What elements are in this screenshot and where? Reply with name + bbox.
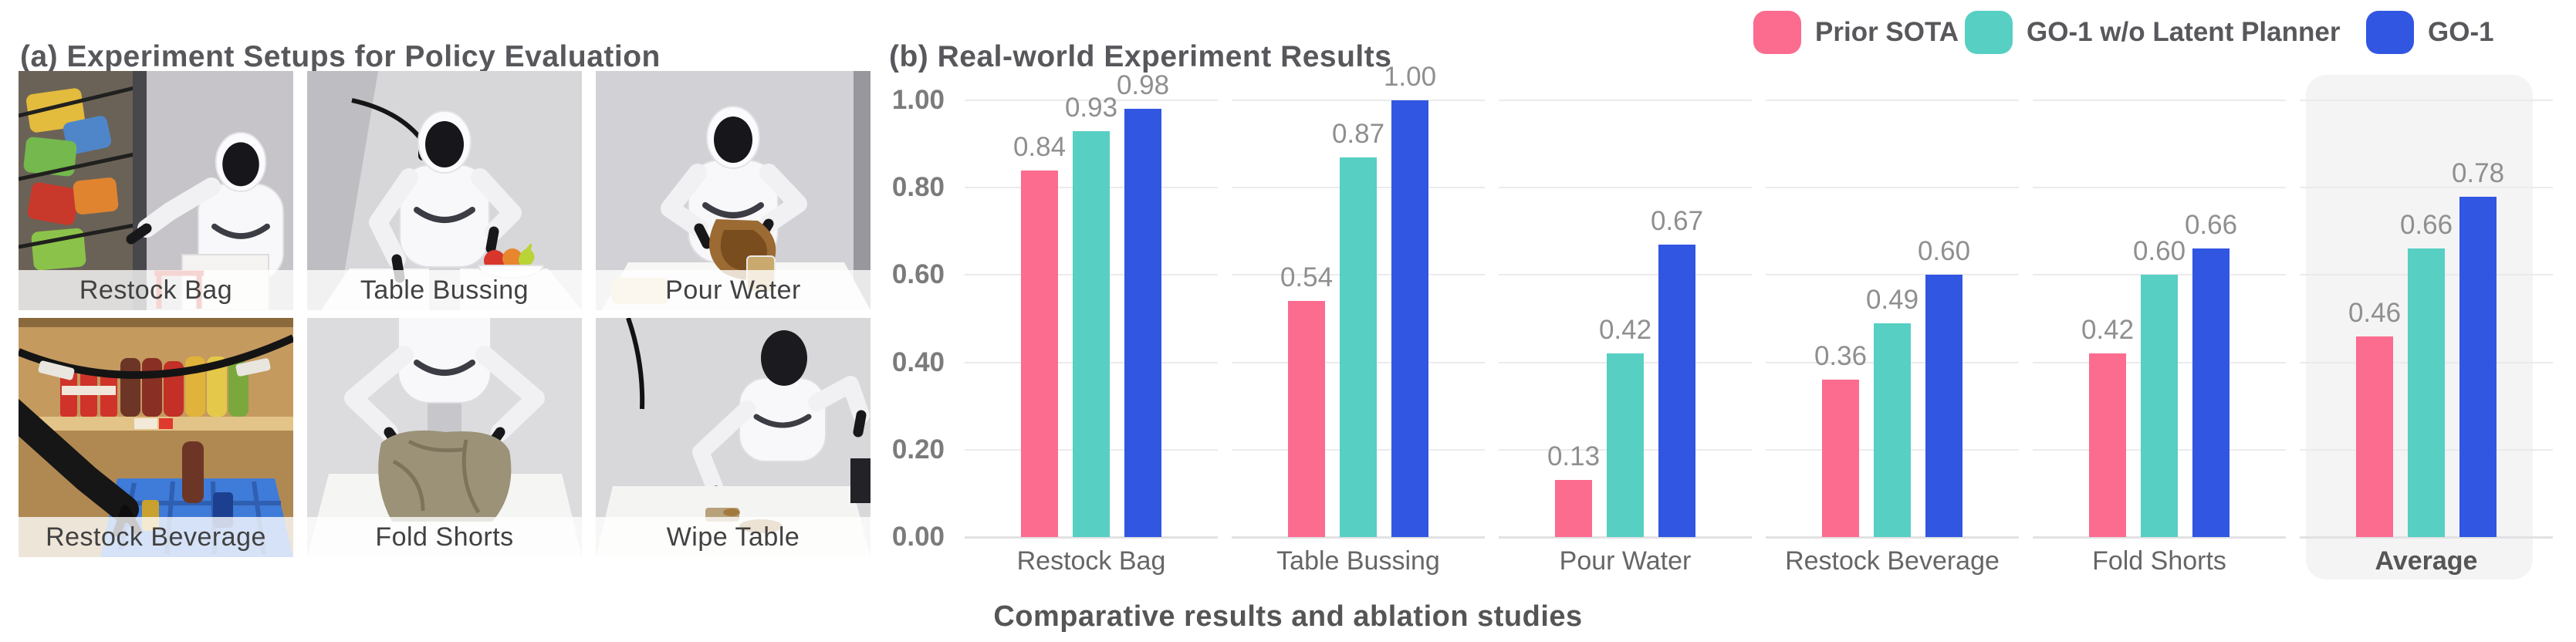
x-axis-line [2300,536,2553,539]
gridline [2033,100,2286,101]
bar-value-label: 0.93 [1064,93,1118,123]
bar-go-1-w-o-latent-planner [2141,275,2178,537]
photo-wipe-table: Wipe Table [596,318,870,557]
photo-label: Restock Beverage [19,517,293,557]
legend-item-go-1-w-o-latent-planner: GO-1 w/o Latent Planner [1965,9,2340,56]
x-axis-line [965,536,1218,539]
bar-go-1-w-o-latent-planner [1340,157,1377,537]
panel-b-title: (b) Real-world Experiment Results [889,40,1392,74]
category-label: Average [2375,546,2478,576]
facet-table-bussing: 0.54 0.87 1.00 [1232,62,1485,539]
bar-go-1-w-o-latent-planner [1073,131,1110,537]
category-label: Restock Beverage [1785,546,2000,576]
bar-prior-sota [1555,480,1592,537]
bar-value-label: 0.84 [1012,132,1067,162]
bar-value-label: 0.42 [2081,315,2135,345]
bar-prior-sota [2089,353,2126,537]
bar-value-label: 0.49 [1865,285,1919,315]
x-axis-line [2033,536,2286,539]
legend-swatch [1965,11,2013,54]
photo-restock-beverage: Restock Beverage [19,318,293,557]
category-label: Table Bussing [1276,546,1440,576]
bar-go-1 [2459,197,2497,537]
gridline [1766,187,2019,189]
bar-go-1 [1925,275,1962,537]
bar-go-1 [2192,248,2229,537]
panel-a-title: (a) Experiment Setups for Policy Evaluat… [20,40,661,74]
category-label: Pour Water [1559,546,1692,576]
figure-caption: Comparative results and ablation studies [993,600,1583,633]
legend-item-go-1: GO-1 [2366,9,2494,56]
photo-fold-shorts: Fold Shorts [307,318,582,557]
y-tick-label: 0.80 [891,172,945,203]
facet-pour-water: 0.13 0.42 0.67 [1499,100,1752,539]
facet-average: 0.46 0.66 0.78 [2300,100,2553,539]
bar-value-label: 1.00 [1383,62,1437,92]
bar-value-label: 0.36 [1814,341,1868,371]
bar-go-1 [1658,245,1695,537]
gridline [1499,187,1752,189]
bar-value-label: 0.78 [2451,158,2505,188]
facet-restock-beverage: 0.36 0.49 0.60 [1766,100,2019,539]
x-axis-line [1499,536,1752,539]
bar-prior-sota [1288,301,1325,537]
legend-item-prior-sota: Prior SOTA [1753,9,1959,56]
bar-go-1-w-o-latent-planner [1607,353,1644,537]
y-tick-label: 0.00 [891,522,945,552]
bar-go-1 [1391,100,1428,537]
gridline [2300,187,2553,189]
gridline [1499,274,1752,276]
bar-value-label: 0.98 [1116,70,1170,100]
y-tick-label: 1.00 [891,85,945,115]
legend-swatch [2366,11,2414,54]
bar-value-label: 0.13 [1547,441,1601,471]
photo-label: Wipe Table [596,517,870,557]
photo-pour-water: Pour Water [596,71,870,310]
legend-label: GO-1 w/o Latent Planner [2027,17,2341,47]
bar-value-label: 0.66 [2399,210,2453,240]
gridline [1766,274,2019,276]
y-tick-label: 0.60 [891,259,945,290]
gridline [1766,100,2019,101]
photo-restock-bag: Restock Bag [19,71,293,310]
bar-value-label: 0.87 [1331,119,1385,149]
photo-label: Table Bussing [307,270,582,310]
bar-value-label: 0.46 [2348,298,2402,328]
photo-label: Restock Bag [19,270,293,310]
bar-value-label: 0.42 [1598,315,1652,345]
bar-go-1-w-o-latent-planner [1874,323,1911,537]
gridline [2300,100,2553,101]
bar-prior-sota [1822,380,1859,537]
category-label: Restock Bag [1016,546,1166,576]
legend-swatch [1753,11,1801,54]
photo-table-bussing: Table Bussing [307,71,582,310]
photo-label: Fold Shorts [307,517,582,557]
bar-value-label: 0.67 [1650,206,1704,236]
y-tick-label: 0.40 [891,346,945,377]
bar-value-label: 0.60 [1917,236,1971,266]
legend-label: GO-1 [2428,17,2494,47]
gridline [1232,100,1485,101]
bar-value-label: 0.66 [2184,210,2238,240]
gridline [1499,100,1752,101]
bar-prior-sota [2356,336,2393,537]
x-axis-line [1766,536,2019,539]
legend-label: Prior SOTA [1815,17,1959,47]
photo-label: Pour Water [596,270,870,310]
gridline [965,100,1218,101]
y-tick-label: 0.20 [891,434,945,465]
bar-prior-sota [1021,171,1058,537]
bar-value-label: 0.60 [2132,236,2186,266]
gridline [2033,187,2286,189]
facet-restock-bag: 0.84 0.93 0.98 [965,70,1218,539]
category-label: Fold Shorts [2092,546,2226,576]
bar-go-1 [1124,109,1161,537]
bar-value-label: 0.54 [1280,262,1334,292]
facet-fold-shorts: 0.42 0.60 0.66 [2033,100,2286,539]
bar-go-1-w-o-latent-planner [2408,248,2445,537]
x-axis-line [1232,536,1485,539]
